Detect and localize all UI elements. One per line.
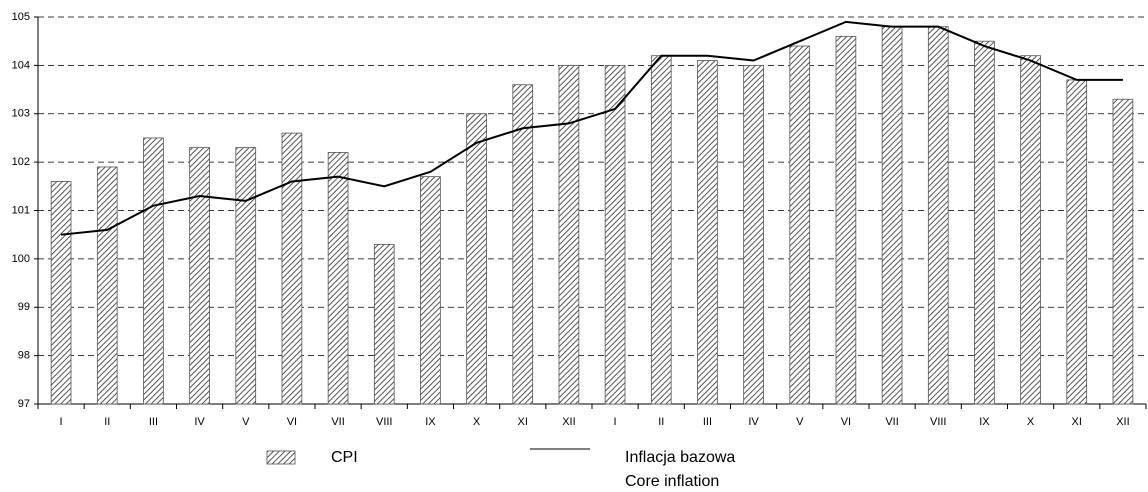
x-tick-label: IV bbox=[748, 416, 759, 428]
x-tick-label: III bbox=[149, 416, 158, 428]
y-tick-label: 102 bbox=[12, 156, 30, 168]
bar bbox=[143, 137, 164, 405]
x-tick-label: V bbox=[242, 416, 250, 428]
bar bbox=[327, 152, 349, 405]
bar bbox=[420, 176, 441, 405]
bar bbox=[927, 26, 949, 405]
bar bbox=[373, 243, 395, 405]
x-tick-label: IX bbox=[425, 416, 436, 428]
x-tick-label: II bbox=[658, 416, 664, 428]
bar bbox=[235, 147, 257, 405]
bar bbox=[558, 64, 580, 405]
x-tick-label: I bbox=[60, 416, 63, 428]
bar bbox=[697, 60, 718, 405]
line bbox=[60, 20, 1123, 236]
legend-label: Inflacja bazowa Core inflation bbox=[625, 449, 735, 490]
bar bbox=[650, 55, 672, 405]
legend-swatch bbox=[266, 450, 296, 465]
x-tick-label: VI bbox=[287, 416, 297, 428]
y-tick-label: 100 bbox=[12, 253, 30, 265]
bar bbox=[96, 166, 118, 405]
y-tick-label: 101 bbox=[12, 204, 30, 216]
y-tick-label: 97 bbox=[18, 398, 30, 410]
legend-label: CPI bbox=[331, 449, 358, 466]
x-tick-label: VI bbox=[841, 416, 851, 428]
x-tick-label: VIII bbox=[930, 416, 947, 428]
x-tick-label: IX bbox=[979, 416, 990, 428]
x-tick-label: VII bbox=[885, 416, 898, 428]
y-tick-label: 103 bbox=[12, 108, 30, 120]
bar bbox=[281, 132, 303, 405]
bar bbox=[466, 113, 487, 405]
y-tick-label: 104 bbox=[12, 59, 30, 71]
bar bbox=[743, 64, 764, 405]
x-tick-label: V bbox=[796, 416, 804, 428]
x-tick-label: XI bbox=[1072, 416, 1082, 428]
x-tick-label: X bbox=[473, 416, 481, 428]
bar bbox=[1020, 55, 1041, 405]
x-tick-label: VIII bbox=[376, 416, 393, 428]
bar bbox=[1112, 98, 1134, 405]
bar bbox=[1066, 79, 1088, 405]
bar bbox=[512, 84, 534, 405]
bar bbox=[789, 45, 811, 405]
x-tick-label: III bbox=[703, 416, 712, 428]
bar bbox=[50, 181, 72, 405]
bar bbox=[974, 40, 995, 405]
bar bbox=[835, 35, 857, 405]
x-tick-label: XII bbox=[1116, 416, 1129, 428]
x-tick-label: VII bbox=[331, 416, 344, 428]
x-tick-label: XI bbox=[518, 416, 528, 428]
x-tick-label: IV bbox=[194, 416, 205, 428]
y-tick-label: 99 bbox=[18, 301, 30, 313]
x-tick-label: X bbox=[1027, 416, 1035, 428]
bar bbox=[604, 64, 626, 405]
bar bbox=[881, 26, 903, 405]
bar bbox=[189, 147, 210, 405]
x-tick-label: I bbox=[614, 416, 617, 428]
y-tick-label: 105 bbox=[12, 11, 30, 23]
x-tick-label: XII bbox=[562, 416, 575, 428]
x-tick-label: II bbox=[104, 416, 110, 428]
y-tick-label: 98 bbox=[18, 350, 30, 362]
